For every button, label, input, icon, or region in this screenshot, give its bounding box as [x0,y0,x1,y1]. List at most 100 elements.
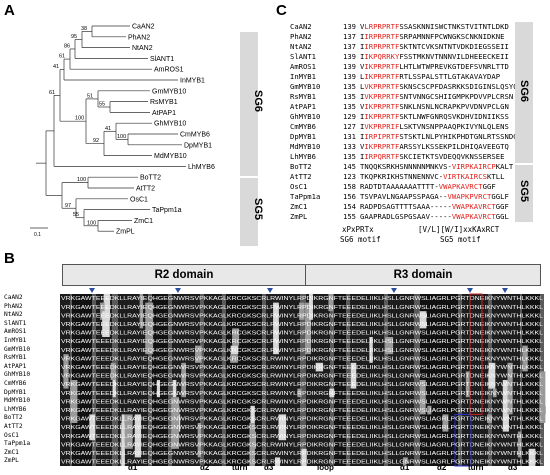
sg5-motif: VWAPKAVRCT [438,182,483,191]
sg5-motif: VIRPKAIRCP [451,162,496,171]
sequence: VIKPRPRTFARSSYLKSSEKPILDHIQAVEEGTQ [360,142,509,151]
conserved-block [522,294,540,466]
key-residue-marker [391,288,397,293]
variable-residue [329,388,335,398]
sequence: IVKPRPRTFSNTVNNGCSHIIGMPKPDVVPLCRSN [360,92,514,101]
alignment-c-row: GhMYB10 129 IIKPRPRTFSKTLNWFGNRQSVKDHVIDNI… [290,112,509,122]
residue-number: 133 [343,142,356,151]
sequence-name: LhMYB6 [290,152,316,161]
variable-residue [297,388,302,398]
sg5-motif-sequence: [V/L][W/I]xxKAxRCT [418,225,500,234]
sg6-motif: LRPRPRTF [364,22,400,31]
variable-residue [299,302,305,320]
alignment-c-row: AtPAP1 135 VIKPRPRTFSNKLNSNLNCRAPKPVVDNVPC… [290,102,509,112]
variable-residue [350,362,357,389]
sequence-name: RsMYB1 [290,92,316,101]
residue-row: VRKGAWTEEEDKLLRAYIEQHGEGNWRSVPKKAGLKRCGK… [61,348,543,354]
structure-label: turn [232,463,248,472]
taxon-label: BoTT2 [140,175,161,182]
alignment-b-name: RsMYB1 [4,354,27,362]
bootstrap-value: 61 [49,90,55,96]
variable-residue [102,311,110,337]
alignment-c-row: RsMYB1 135 IVKPRPRTFSNTVNNGCSHIIGMPKPDVVPL… [290,92,513,102]
taxon-label: MdMYB10 [154,153,187,160]
alignment-b-name: AmROS1 [4,328,27,336]
conserved-block [152,294,168,466]
sequence: IIRPIPRTFSTSKTLNLPYHIKPHDTGNLRTSSNDG [360,132,518,141]
variable-residue [181,362,186,398]
motif-frame-blue [454,413,472,467]
residue-number: 158 [343,182,356,191]
alignment-b-name: InMYB1 [4,337,27,344]
sg5-bar-a [240,178,258,246]
sequence: LVKPRPRTFSKNSCSCPFDASRKKSDIGINSLQSYQ [360,82,518,91]
alignment-c-row: CaAN2 139 VLRPRPRTFSSASKNNISWCTNKSTVITNTLD… [290,22,509,32]
taxon-label: AmROS1 [154,67,184,74]
bootstrap-value: 86 [64,43,70,49]
residue-row: VRKGAWTEEEDKLLRAYIEQHGEGNWRSVPKKAGLKRCGK… [61,374,543,380]
variable-residue [197,423,202,458]
variable-residue [308,294,313,320]
taxon-label: AtPAP1 [152,110,176,117]
motif-alignment: CaAN2 139 VLRPRPRTFSSASKNNISWCTNKSTVITNTLD… [290,22,518,222]
phylogenetic-tree: CaAN2 PhAN2 NtAN2 SlANT1 AmROS1 InMYB1 GmMYB10… [30,24,264,246]
taxon-label: TaPpm1a [152,207,182,214]
sequence-name: DpMYB1 [290,132,316,141]
key-residue-marker [267,288,273,293]
alignment-c-row: CmMYB6 127 IVKPRPRIFLSKTVNSNPPAAQPKIVYNLQL… [290,122,509,132]
alignment-b-name: AtPAP1 [4,362,27,370]
variable-residue [315,362,324,372]
residue-number: 155 [343,212,356,221]
sg6-motif: IRPQRRTF [364,152,400,161]
alignment-b-name: BoTT2 [4,414,23,422]
residue-number: 156 [343,192,356,201]
sequence-name: GmMYB10 [290,82,321,91]
sg5-label-a: SG5 [252,198,264,220]
variable-residue [487,414,492,423]
sg6-label-a: SG6 [252,90,264,112]
sg6-motif: VKPRPRIF [364,122,400,131]
residue-row: VRKGAWTEEEDKLLRAYIEQHGEGNWRSVPKKAGLKRCGK… [61,425,543,431]
structure-label: α2 [200,463,210,472]
residue-row: VRKGAWTEEEDKLLRAYIEQHGEGNWRSVPKKAGLKRCGK… [61,442,543,448]
variable-residue [70,380,78,423]
residue-row: VRKGAWTEEEDKLLRAYIEQHGEGNWRSVPKKAGLKRCGK… [61,417,543,423]
conserved-block [334,294,346,466]
alignment-b-name: CmMYB6 [4,380,27,387]
sequence: LIKPRPRTFRTLSSPALSTTLGTAKAVAYDAP [360,72,501,81]
residue-row: VRKGAWTEEEDKLLRAYIEQHGEGNWRSVPKKAGLKRCGK… [61,460,543,466]
residue-number: 129 [343,112,356,121]
residue-row: VRKGAWTEEEDKLLRAYIEQHGEGNWRSVPKKAGLKRCGK… [61,322,543,328]
sequence-name: CmMYB6 [290,122,316,131]
taxon-label: PhAN2 [128,34,150,41]
variable-residue [275,457,281,466]
sequence-name: ZmC1 [290,202,308,211]
sequence: RADTDTAAAAAAATTTT-VWAPKAVRCTGGF [360,182,496,191]
bootstrap-value: 97 [65,203,71,209]
taxon-label: RsMYB1 [150,99,178,106]
taxon-label: OsC1 [130,196,148,203]
alignment-b-name: CaAN2 [4,294,23,301]
residue-number: 123 [343,172,356,181]
alignment-b-name: LhMYB6 [4,405,27,413]
residue-number: 145 [343,162,356,171]
structure-label: α3 [508,463,518,472]
sg6-motif: IKPRPRTF [364,72,400,81]
r3-domain-box: R3 domain [305,264,541,286]
variable-residue [124,414,133,449]
alignment-c-row: BoTT2 145 TNQQKSRKHSNNNNNMNKVS-VIRPKAIRCPK… [290,162,513,172]
alignment-b-name: MdMYB10 [4,397,31,405]
sequence-name: TaPpm1a [290,192,321,201]
panel-c-letter: C [276,2,287,19]
residue-number: 135 [343,92,356,101]
structure-label: α1 [128,463,138,472]
sequence-name: GhMYB10 [290,112,321,121]
alignment-b-name: PhAN2 [4,302,23,310]
variable-residue [539,371,546,423]
alignment-b-name: DpMYB1 [4,388,27,396]
sg6-motif: IRPRPRTF [364,32,400,41]
sequence-name: BoTT2 [290,162,312,171]
sg6-motif: VKPRPRTF [364,82,400,91]
key-residue-marker [89,288,95,293]
bootstrap-value: 55 [73,212,79,218]
